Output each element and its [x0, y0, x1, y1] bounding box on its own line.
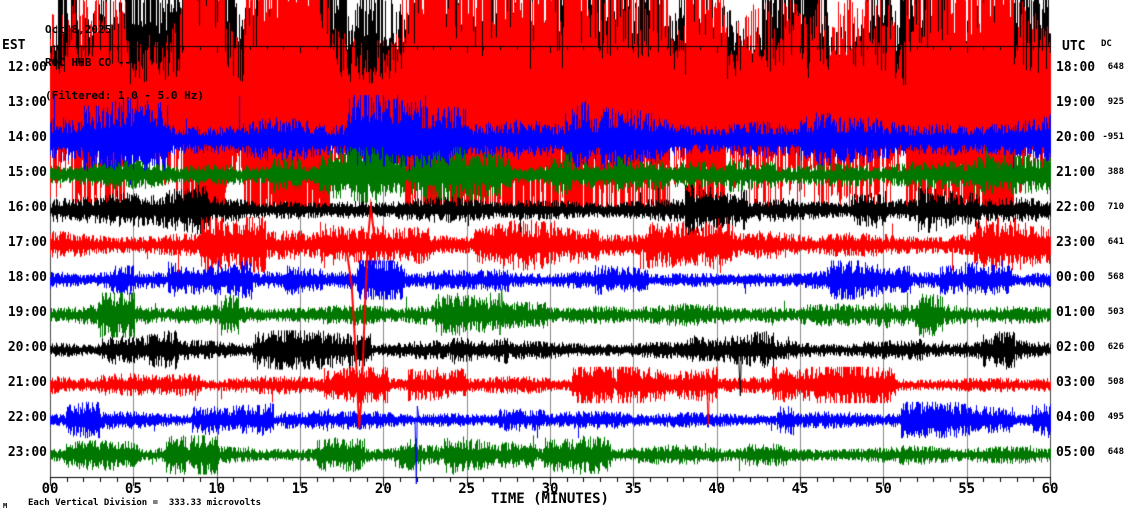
est-time-label: 20:00: [7, 340, 47, 355]
x-tick-label: 50: [874, 481, 892, 497]
est-time-label: 23:00: [7, 445, 47, 460]
utc-time-label: 23:00: [1056, 235, 1096, 250]
dc-value: 648: [1107, 62, 1124, 72]
est-time-label: 15:00: [7, 165, 47, 180]
dc-value: 568: [1107, 272, 1124, 282]
utc-time-label: 05:00: [1056, 445, 1096, 460]
x-tick-label: 10: [208, 481, 226, 497]
x-tick-label: 40: [708, 481, 726, 497]
est-time-label: 17:00: [7, 235, 47, 250]
est-time-label: 12:00: [7, 60, 47, 75]
x-tick-label: 60: [1041, 481, 1059, 497]
dc-value: 626: [1107, 342, 1124, 352]
header-station: ROC HHB CO --: [45, 56, 132, 69]
dc-value: 503: [1107, 307, 1124, 317]
utc-time-label: 03:00: [1056, 375, 1096, 390]
x-tick-label: 55: [958, 481, 976, 497]
est-time-label: 21:00: [7, 375, 47, 390]
dc-value: 388: [1107, 167, 1124, 177]
dc-value: 710: [1107, 202, 1124, 212]
dc-value: 508: [1107, 377, 1124, 387]
utc-time-label: 04:00: [1056, 410, 1096, 425]
dc-value: 925: [1107, 97, 1124, 107]
est-time-label: 18:00: [7, 270, 47, 285]
utc-time-label: 20:00: [1056, 130, 1096, 145]
est-time-label: 13:00: [7, 95, 47, 110]
x-tick-label: 35: [624, 481, 642, 497]
x-tick-label: 00: [41, 481, 59, 497]
est-axis-label: EST: [2, 38, 26, 53]
x-tick-label: 30: [541, 481, 559, 497]
x-tick-label: 45: [791, 481, 809, 497]
x-tick-label: 15: [291, 481, 309, 497]
header-date: Oct 8,2025: [45, 23, 112, 36]
corner-glyph: M: [3, 502, 8, 510]
plot-header: Oct 8,2025 ROC HHB CO -- (Filtered: 1.0 …: [45, 2, 204, 123]
est-time-label: 16:00: [7, 200, 47, 215]
dc-value: 648: [1107, 447, 1124, 457]
utc-time-label: 19:00: [1056, 95, 1096, 110]
utc-time-label: 01:00: [1056, 305, 1096, 320]
est-time-label: 14:00: [7, 130, 47, 145]
utc-axis-label: UTC: [1062, 39, 1086, 54]
utc-time-label: 00:00: [1056, 270, 1096, 285]
x-axis-title: TIME (MINUTES): [490, 491, 609, 507]
utc-time-label: 18:00: [1056, 60, 1096, 75]
x-tick-label: 20: [374, 481, 392, 497]
est-time-label: 19:00: [7, 305, 47, 320]
dc-value: 641: [1107, 237, 1124, 247]
scale-note: Each Vertical Division = 333.33 microvol…: [28, 498, 261, 508]
dc-value: 495: [1107, 412, 1124, 422]
dc-axis-label: DC: [1101, 39, 1112, 49]
header-filter: (Filtered: 1.0 - 5.0 Hz): [45, 89, 204, 102]
utc-time-label: 21:00: [1056, 165, 1096, 180]
x-tick-label: 25: [458, 481, 476, 497]
est-time-label: 22:00: [7, 410, 47, 425]
x-tick-label: 05: [124, 481, 142, 497]
dc-value: -951: [1102, 132, 1124, 142]
utc-time-label: 02:00: [1056, 340, 1096, 355]
utc-time-label: 22:00: [1056, 200, 1096, 215]
